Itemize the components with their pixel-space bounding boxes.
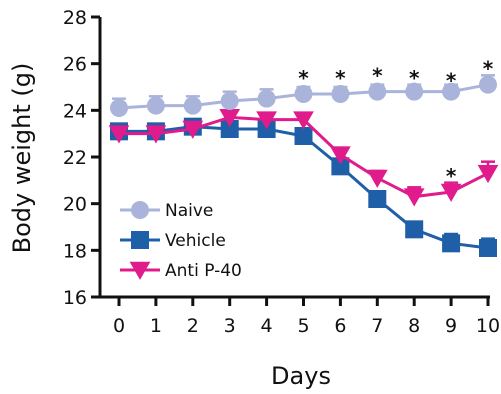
data-point — [294, 85, 313, 103]
series-layer — [108, 74, 499, 257]
data-point — [405, 220, 424, 239]
legend-marker — [131, 231, 149, 249]
data-point — [442, 234, 461, 253]
data-point — [440, 183, 462, 202]
data-point — [294, 127, 313, 145]
data-point — [146, 96, 165, 115]
data-point — [368, 190, 387, 208]
data-point — [330, 146, 351, 165]
data-point — [479, 75, 497, 94]
y-tick-label: 28 — [63, 7, 87, 29]
significance-marker: * — [372, 64, 383, 88]
data-point — [293, 111, 314, 130]
y-tick-label: 26 — [63, 54, 87, 76]
data-point — [366, 169, 388, 188]
x-tick-label: 5 — [297, 315, 309, 337]
x-tick-label: 2 — [187, 315, 199, 337]
data-point — [256, 111, 277, 130]
series-naive — [110, 74, 497, 117]
legend-label: Vehicle — [165, 231, 226, 251]
x-tick-label: 7 — [371, 315, 383, 337]
x-tick-label: 8 — [408, 315, 420, 337]
legend-label: Anti P-40 — [165, 261, 242, 281]
y-tick-label: 18 — [63, 240, 87, 262]
x-tick-label: 3 — [224, 315, 236, 337]
data-point — [145, 125, 167, 144]
y-axis-title: Body weight (g) — [8, 63, 36, 254]
series-anti-p-40 — [108, 109, 499, 207]
data-point — [368, 82, 387, 101]
data-point — [219, 109, 241, 128]
data-point — [110, 99, 128, 117]
x-axis-title: Days — [271, 362, 331, 390]
x-tick-label: 4 — [261, 315, 273, 337]
significance-marker: * — [483, 57, 494, 81]
y-tick-label: 22 — [63, 147, 87, 169]
significance-marker: * — [446, 164, 457, 188]
x-tick-label: 6 — [334, 315, 346, 337]
axes: 16 18 20 22 24 26 28 0 1 2 3 4 5 6 7 8 9 10 — [63, 7, 500, 337]
legend-marker — [131, 201, 149, 219]
significance-marker: * — [298, 66, 309, 90]
x-tick-label: 0 — [113, 315, 125, 337]
y-tick-label: 24 — [63, 100, 87, 122]
y-tick-label: 20 — [63, 194, 87, 216]
data-point — [182, 120, 204, 139]
data-point — [220, 92, 239, 110]
data-point — [405, 82, 424, 101]
legend-entry: Naive — [120, 201, 213, 221]
legend-entry: Vehicle — [120, 231, 226, 251]
data-point — [331, 85, 350, 103]
data-point — [479, 239, 497, 257]
data-point — [477, 165, 499, 184]
data-point — [220, 120, 239, 138]
x-tick-label: 1 — [150, 315, 162, 337]
legend: Naive Vehicle Anti P-40 — [120, 201, 242, 281]
legend-entry: Anti P-40 — [120, 261, 242, 281]
data-point — [183, 96, 202, 115]
annotations: * * * * * * * — [298, 57, 494, 188]
data-point — [442, 82, 461, 101]
data-point — [403, 188, 425, 207]
y-tick-label: 16 — [63, 287, 87, 309]
significance-marker: * — [335, 66, 346, 90]
data-point — [331, 157, 350, 176]
data-point — [108, 125, 130, 144]
legend-marker — [129, 261, 151, 280]
data-point — [257, 89, 276, 108]
significance-marker: * — [446, 68, 457, 92]
significance-marker: * — [409, 66, 420, 90]
x-tick-label: 9 — [445, 315, 457, 337]
x-tick-label: 10 — [476, 315, 500, 337]
legend-label: Naive — [165, 201, 213, 221]
